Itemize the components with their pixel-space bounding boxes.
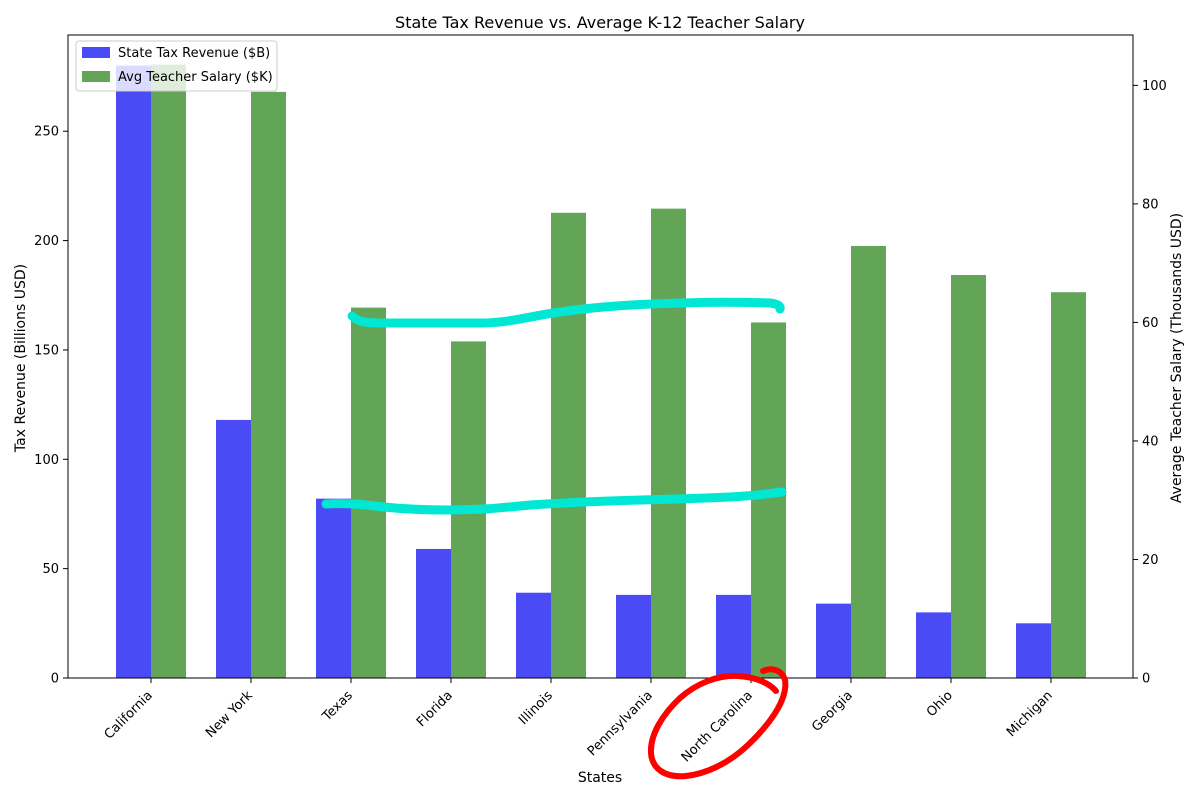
bar-tax-revenue-michigan xyxy=(1016,623,1051,678)
bar-teacher-salary-illinois xyxy=(551,212,586,678)
x-tick-label-georgia: Georgia xyxy=(809,688,856,735)
x-tick-label-california: California xyxy=(102,688,156,742)
bar-teacher-salary-georgia xyxy=(851,245,886,679)
axes-layer xyxy=(67,34,1134,679)
bar-teacher-salary-michigan xyxy=(1051,292,1086,678)
x-tick-label-ohio: Ohio xyxy=(924,688,956,720)
bar-tax-revenue-ohio xyxy=(916,612,951,678)
right-axis-ticks: 0 20 40 60 80 100 xyxy=(1133,79,1167,687)
right-tick-label: 80 xyxy=(1142,197,1159,212)
x-tick-label-new-york: New York xyxy=(203,688,256,741)
right-tick-label: 0 xyxy=(1142,672,1150,687)
x-axis-ticks: California New York Texas Florida Illinois Pe… xyxy=(102,678,1056,765)
left-tick-label: 100 xyxy=(34,453,59,468)
bar-teacher-salary-texas xyxy=(351,307,386,678)
x-tick-label-north-carolina: North Carolina xyxy=(679,688,756,765)
bar-tax-revenue-north-carolina xyxy=(716,594,751,678)
right-tick-label: 40 xyxy=(1142,434,1159,449)
chart-title: State Tax Revenue vs. Average K-12 Teach… xyxy=(395,13,805,32)
bars-layer xyxy=(116,64,1086,679)
left-tick-label: 250 xyxy=(34,125,59,140)
legend-label-teacher-salary: Avg Teacher Salary ($K) xyxy=(118,70,273,85)
y-axis-left-title: Tax Revenue (Billions USD) xyxy=(13,264,29,453)
y-axis-right-title: Average Teacher Salary (Thousands USD) xyxy=(1169,213,1185,503)
highlight-line-revenue xyxy=(321,487,787,515)
bar-teacher-salary-new-york xyxy=(251,91,286,679)
bar-tax-revenue-florida xyxy=(416,548,451,678)
x-tick-label-texas: Texas xyxy=(319,688,356,725)
bar-tax-revenue-texas xyxy=(316,498,351,678)
bar-tax-revenue-new-york xyxy=(216,419,251,678)
highlight-circle-north-carolina xyxy=(647,666,789,780)
right-tick-label: 20 xyxy=(1142,553,1159,568)
left-tick-label: 150 xyxy=(34,343,59,358)
left-tick-label: 50 xyxy=(42,562,59,577)
legend-box xyxy=(75,40,278,92)
bar-teacher-salary-north-carolina xyxy=(751,322,786,678)
bar-tax-revenue-illinois xyxy=(516,592,551,678)
bar-teacher-salary-ohio xyxy=(951,275,986,678)
legend-swatch-teacher-salary xyxy=(82,71,110,82)
x-axis-title: States xyxy=(578,770,622,786)
right-tick-label: 100 xyxy=(1142,79,1167,94)
plot-frame xyxy=(67,34,1134,679)
bar-tax-revenue-pennsylvania xyxy=(616,594,651,678)
legend: State Tax Revenue ($B) Avg Teacher Salar… xyxy=(75,40,278,92)
bar-teacher-salary-pennsylvania xyxy=(651,208,686,678)
x-tick-label-illinois: Illinois xyxy=(516,688,556,728)
x-tick-label-pennsylvania: Pennsylvania xyxy=(585,688,656,759)
x-tick-label-florida: Florida xyxy=(414,688,456,730)
legend-swatch-tax-revenue xyxy=(82,47,110,58)
annotations-layer xyxy=(321,297,789,780)
bar-tax-revenue-california xyxy=(116,65,151,679)
bar-teacher-salary-california xyxy=(151,64,186,678)
left-tick-label: 200 xyxy=(34,234,59,249)
right-tick-label: 60 xyxy=(1142,316,1159,331)
bar-tax-revenue-georgia xyxy=(816,603,851,678)
highlight-line-salary xyxy=(347,297,785,328)
left-tick-label: 0 xyxy=(51,672,59,687)
left-axis-ticks: 0 50 100 150 200 250 xyxy=(34,125,68,687)
x-tick-label-michigan: Michigan xyxy=(1004,688,1056,740)
legend-label-tax-revenue: State Tax Revenue ($B) xyxy=(118,46,270,61)
